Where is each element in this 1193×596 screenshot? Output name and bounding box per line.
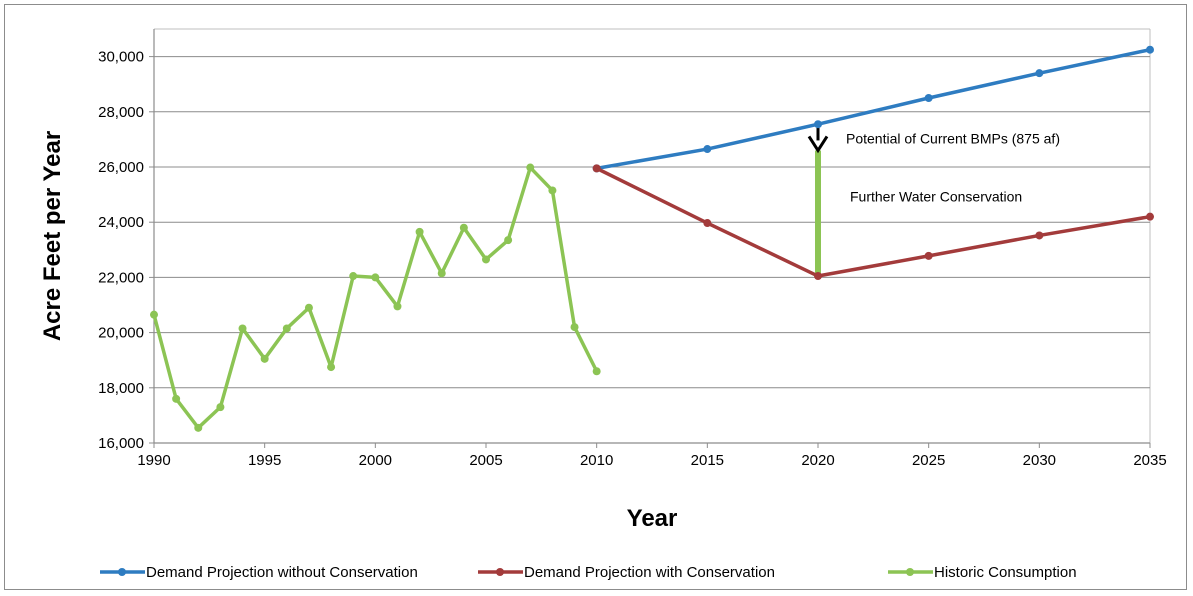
y-tick-label: 26,000 [98, 159, 144, 176]
x-axis-title: Year [627, 505, 678, 532]
data-point [1146, 212, 1154, 221]
y-tick-label: 28,000 [98, 104, 144, 121]
data-point [703, 145, 712, 154]
series-line-2 [152, 165, 599, 430]
x-tick-label: 2020 [801, 452, 834, 469]
data-point [924, 94, 933, 102]
legend-label-0: Demand Projection without Conservation [146, 564, 418, 581]
data-point [327, 363, 336, 372]
data-point [482, 255, 490, 264]
data-point [437, 269, 446, 278]
y-tick-label: 18,000 [98, 380, 144, 397]
x-tick-label: 2025 [912, 452, 945, 469]
legend: Demand Projection without Conservation De… [100, 564, 1077, 581]
y-tick-label: 30,000 [98, 49, 144, 66]
x-tick-label: 2035 [1133, 452, 1166, 469]
x-tick-label: 2000 [359, 452, 392, 469]
y-tick-label: 16,000 [98, 435, 144, 452]
legend-marker-0 [118, 568, 126, 576]
annotation-bmp: Potential of Current BMPs (875 af) [846, 131, 1060, 147]
series-line-1 [595, 166, 1151, 278]
legend-label-2: Historic Consumption [934, 564, 1077, 581]
x-tick-label: 1990 [137, 452, 170, 469]
data-point [1035, 231, 1044, 240]
data-point [703, 219, 712, 228]
data-point [415, 227, 424, 236]
legend-label-1: Demand Projection with Conservation [524, 564, 775, 581]
data-point [150, 310, 158, 319]
data-point [172, 394, 181, 403]
annotation-further-conservation: Further Water Conservation [850, 189, 1022, 205]
bmp-arrow-head [807, 135, 829, 154]
data-point [592, 367, 601, 376]
data-point [526, 163, 535, 172]
data-point [814, 272, 822, 281]
series [150, 45, 1154, 432]
data-point [1035, 69, 1044, 78]
y-tick-label: 22,000 [98, 269, 144, 286]
y-axis-title: Acre Feet per Year [39, 131, 66, 341]
x-tick-label: 2005 [469, 452, 502, 469]
data-point [260, 354, 269, 363]
data-point [570, 323, 579, 332]
data-point [282, 324, 291, 333]
data-point [349, 272, 358, 281]
x-tick-label: 2030 [1023, 452, 1056, 469]
x-tick-label: 2010 [580, 452, 613, 469]
data-point [459, 223, 468, 232]
data-point [592, 164, 601, 173]
annotations: Potential of Current BMPs (875 af) Furthe… [807, 124, 1060, 277]
y-tick-label: 24,000 [98, 214, 144, 231]
gridlines [154, 28, 1151, 443]
data-point [216, 403, 225, 412]
data-point [194, 423, 203, 432]
axes [149, 29, 1151, 448]
data-point [393, 302, 402, 311]
legend-marker-2 [906, 568, 914, 576]
data-point [814, 120, 822, 129]
y-tick-label: 20,000 [98, 325, 144, 342]
data-point [924, 251, 933, 260]
data-point [371, 273, 380, 282]
legend-marker-1 [496, 568, 504, 576]
data-point [548, 186, 557, 195]
series-line-0 [596, 47, 1151, 171]
chart-frame [4, 4, 1187, 590]
data-point [238, 324, 247, 333]
x-tick-label: 1995 [248, 452, 281, 469]
data-point [504, 236, 513, 245]
x-tick-label: 2015 [691, 452, 724, 469]
data-point [304, 303, 313, 312]
tick-labels: 16,000 18,000 20,000 22,000 24,000 26,000 28,0… [98, 49, 1167, 469]
data-point [1146, 45, 1154, 54]
